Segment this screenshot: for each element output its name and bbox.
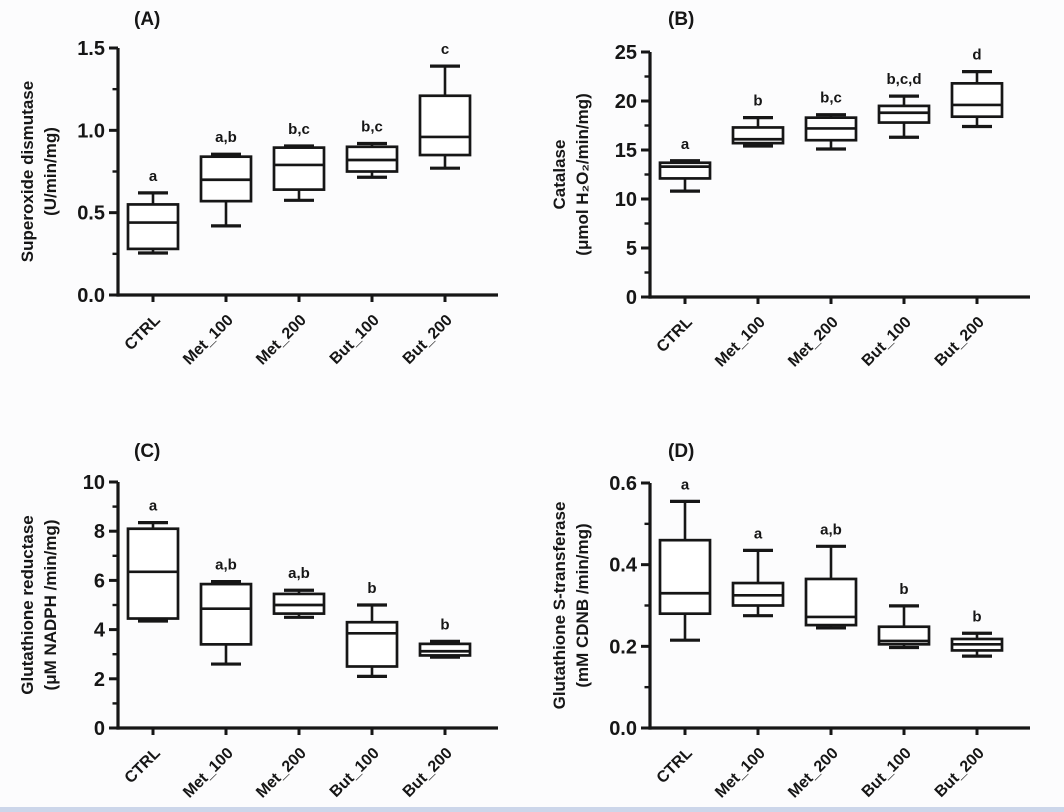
y-tick-label: 0 [626,287,637,309]
panel-label-b: (B) [668,9,695,30]
sig-letter: b [367,580,376,597]
y-tick-label: 10 [615,189,637,211]
y-tick-label: 4 [94,620,106,642]
y-axis-label: Glutathione S-transferase [550,502,569,710]
bottom-border [0,807,1064,812]
sig-letter: c [441,41,449,58]
sig-letter: a [681,476,690,493]
sig-letter: b,c [361,119,383,136]
y-axis-label: Glutathione reductase [18,515,37,694]
sig-letter: a [149,498,158,515]
x-tick-label: CTRL [122,745,164,787]
sig-letter: b [753,93,762,110]
y-axis-label: (μmol H₂O₂/min/mg) [573,93,592,255]
x-tick-label: Met_100 [180,745,237,802]
y-tick-label: 0.5 [77,203,105,225]
x-tick-label: Met_200 [253,745,310,802]
y-tick-label: 6 [94,570,105,592]
y-tick-label: 8 [94,521,105,543]
y-axis-label: Superoxide dismutase [18,81,37,262]
box [418,94,472,157]
x-tick-label: CTRL [654,314,696,356]
sig-letter: b,c [820,90,842,107]
sig-letter: a [149,168,158,185]
x-tick-label: But_100 [859,745,915,801]
x-tick-label: But_200 [400,745,456,801]
sig-letter: a,b [288,565,310,582]
sig-letter: b [899,581,908,598]
sig-letter: a [754,525,763,542]
panel-label-d: (D) [668,441,695,462]
y-tick-label: 10 [83,472,105,494]
y-tick-label: 0.0 [77,285,105,307]
x-tick-label: But_100 [327,312,383,368]
box [950,82,1004,119]
sig-letter: a,b [215,129,237,146]
y-axis-label: (μM NADPH /min/mg) [41,520,60,691]
sig-letter: d [972,47,981,64]
box [731,126,785,145]
y-tick-label: 0.0 [609,718,637,740]
x-tick-label: Met_200 [785,314,842,371]
y-tick-label: 2 [94,669,105,691]
x-tick-label: Met_100 [712,314,769,371]
sig-letter: b,c [288,121,310,138]
box [658,161,712,180]
x-tick-label: Met_200 [785,745,842,802]
x-tick-label: CTRL [122,312,164,354]
box [272,146,326,191]
y-tick-label: 25 [615,42,637,64]
panel-a-chart: 0.0 0.5 1.0 1.5 Superoxide dismutase (U/min/m… [18,38,498,369]
x-tick-label: But_200 [932,745,988,801]
y-tick-label: 0.2 [609,636,637,658]
x-tick-label: Met_100 [712,745,769,802]
panel-c-chart: 0 2 4 6 8 10 Glutathione reductase (μM NADPH /m… [18,472,498,802]
y-tick-label: 0.4 [609,555,638,577]
y-tick-label: 5 [626,238,637,260]
box [126,527,180,620]
sig-letter: a [681,136,690,153]
sig-letter: a,b [820,521,842,538]
box [877,104,931,124]
x-tick-label: But_100 [859,314,915,370]
y-axis-label: (mM CDNB /min/mg) [573,523,592,687]
sig-letter: b [440,616,449,633]
y-tick-label: 1.0 [77,120,105,142]
x-tick-label: Met_200 [253,312,310,369]
box [418,642,472,657]
x-tick-label: Met_100 [180,312,237,369]
y-tick-label: 0 [94,718,105,740]
x-tick-label: But_200 [932,314,988,370]
x-tick-label: CTRL [654,745,696,787]
y-tick-label: 1.5 [77,38,105,60]
box [126,203,180,251]
y-tick-label: 0.6 [609,473,637,495]
x-tick-label: But_100 [327,745,383,801]
y-tick-label: 15 [615,140,637,162]
y-axis-label: Catalase [550,140,569,210]
panel-d-chart: 0.0 0.2 0.4 0.6 Glutathione S-transferase (mM… [550,473,1030,802]
sig-letter: b,c,d [886,71,921,88]
box [658,538,712,616]
sig-letter: b [972,608,981,625]
panel-label-c: (C) [134,441,161,462]
box [345,620,399,668]
x-tick-label: But_200 [400,312,456,368]
panel-b-chart: 0 5 10 15 20 25 Catalase (μmol H₂O₂/min/mg) CTRL… [550,42,1030,371]
sig-letter: a,b [215,557,237,574]
y-axis-label: (U/min/mg) [41,127,60,216]
panel-label-a: (A) [134,9,161,30]
y-tick-label: 20 [615,91,637,113]
box [199,582,253,646]
